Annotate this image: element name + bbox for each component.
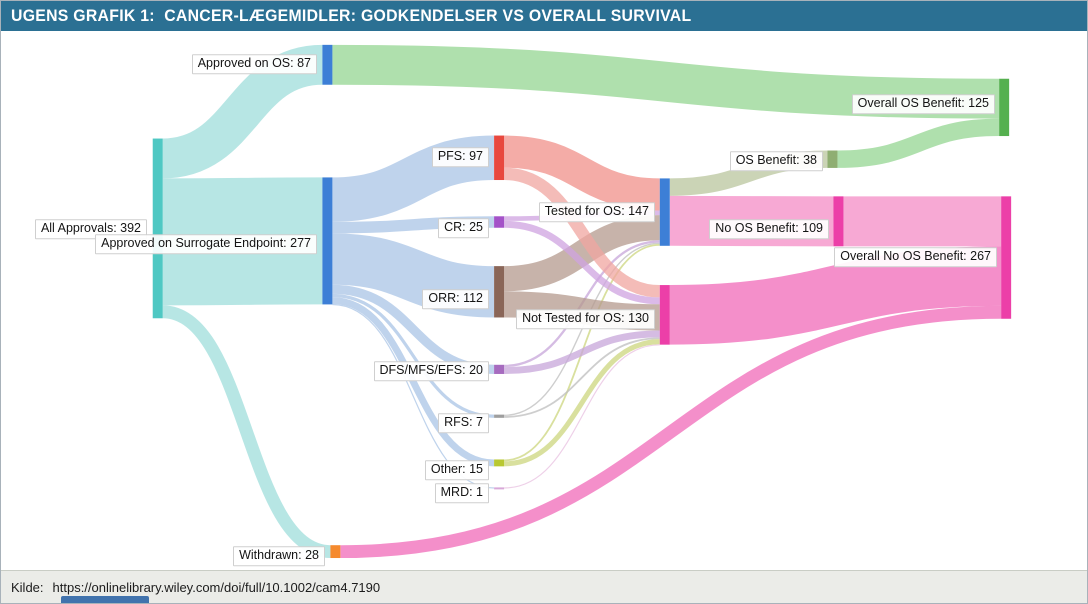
node-wd — [330, 545, 341, 559]
flow-pfs-tst — [503, 135, 661, 211]
flow-ase-pfs — [331, 135, 495, 222]
header-bar: UGENS GRAFIK 1: CANCER-LÆGEMIDLER: GODKE… — [1, 1, 1087, 31]
node-all — [152, 138, 163, 319]
node-rfs — [494, 414, 505, 418]
node-osb — [827, 150, 838, 168]
node-oth — [494, 459, 505, 467]
flow-osb-oosb — [837, 118, 1000, 168]
flow-tst-osb — [669, 150, 828, 196]
flow-rfs-ntst — [504, 337, 660, 418]
flow-tst-nosb — [669, 195, 834, 247]
flow-ntst-onosb — [669, 246, 1002, 345]
flow-orr-ntst — [504, 291, 660, 331]
flow-ase-oth — [332, 297, 495, 467]
node-ase — [322, 177, 333, 305]
node-onosb — [1001, 196, 1012, 319]
flow-pfs-ntst — [503, 167, 661, 298]
flow-wd-onosb — [340, 305, 1002, 559]
node-nosb — [833, 196, 844, 247]
node-aos — [322, 44, 333, 85]
node-cr — [494, 216, 505, 228]
flow-all-wd — [162, 305, 332, 559]
flow-dfs-ntst — [504, 330, 660, 374]
flow-oth-ntst — [504, 339, 660, 467]
flow-rfs-tst — [504, 242, 660, 417]
node-pfs — [494, 135, 505, 181]
flow-aos-oosb — [332, 44, 1000, 119]
node-mrd — [494, 487, 505, 490]
flow-ase-rfs — [332, 293, 495, 418]
bottom-accent-bar — [61, 596, 149, 603]
source-url[interactable]: https://onlinelibrary.wiley.com/doi/full… — [52, 579, 381, 595]
node-oosb — [999, 78, 1010, 137]
flow-orr-tst — [503, 215, 661, 292]
node-ntst — [659, 285, 670, 345]
node-orr — [494, 266, 505, 318]
page-title: UGENS GRAFIK 1: CANCER-LÆGEMIDLER: GODKE… — [11, 6, 692, 25]
node-dfs — [494, 364, 505, 374]
flow-ase-cr — [332, 216, 495, 234]
flow-cr-ntst — [504, 220, 660, 305]
flow-mrd-ntst — [504, 344, 660, 489]
source-bar: Kilde: https://onlinelibrary.wiley.com/d… — [1, 570, 1087, 603]
flow-ase-orr — [331, 233, 495, 318]
flow-all-aos — [161, 44, 324, 179]
node-tst — [659, 178, 670, 246]
flow-all-ase — [162, 177, 323, 306]
source-label: Kilde: — [11, 579, 44, 595]
